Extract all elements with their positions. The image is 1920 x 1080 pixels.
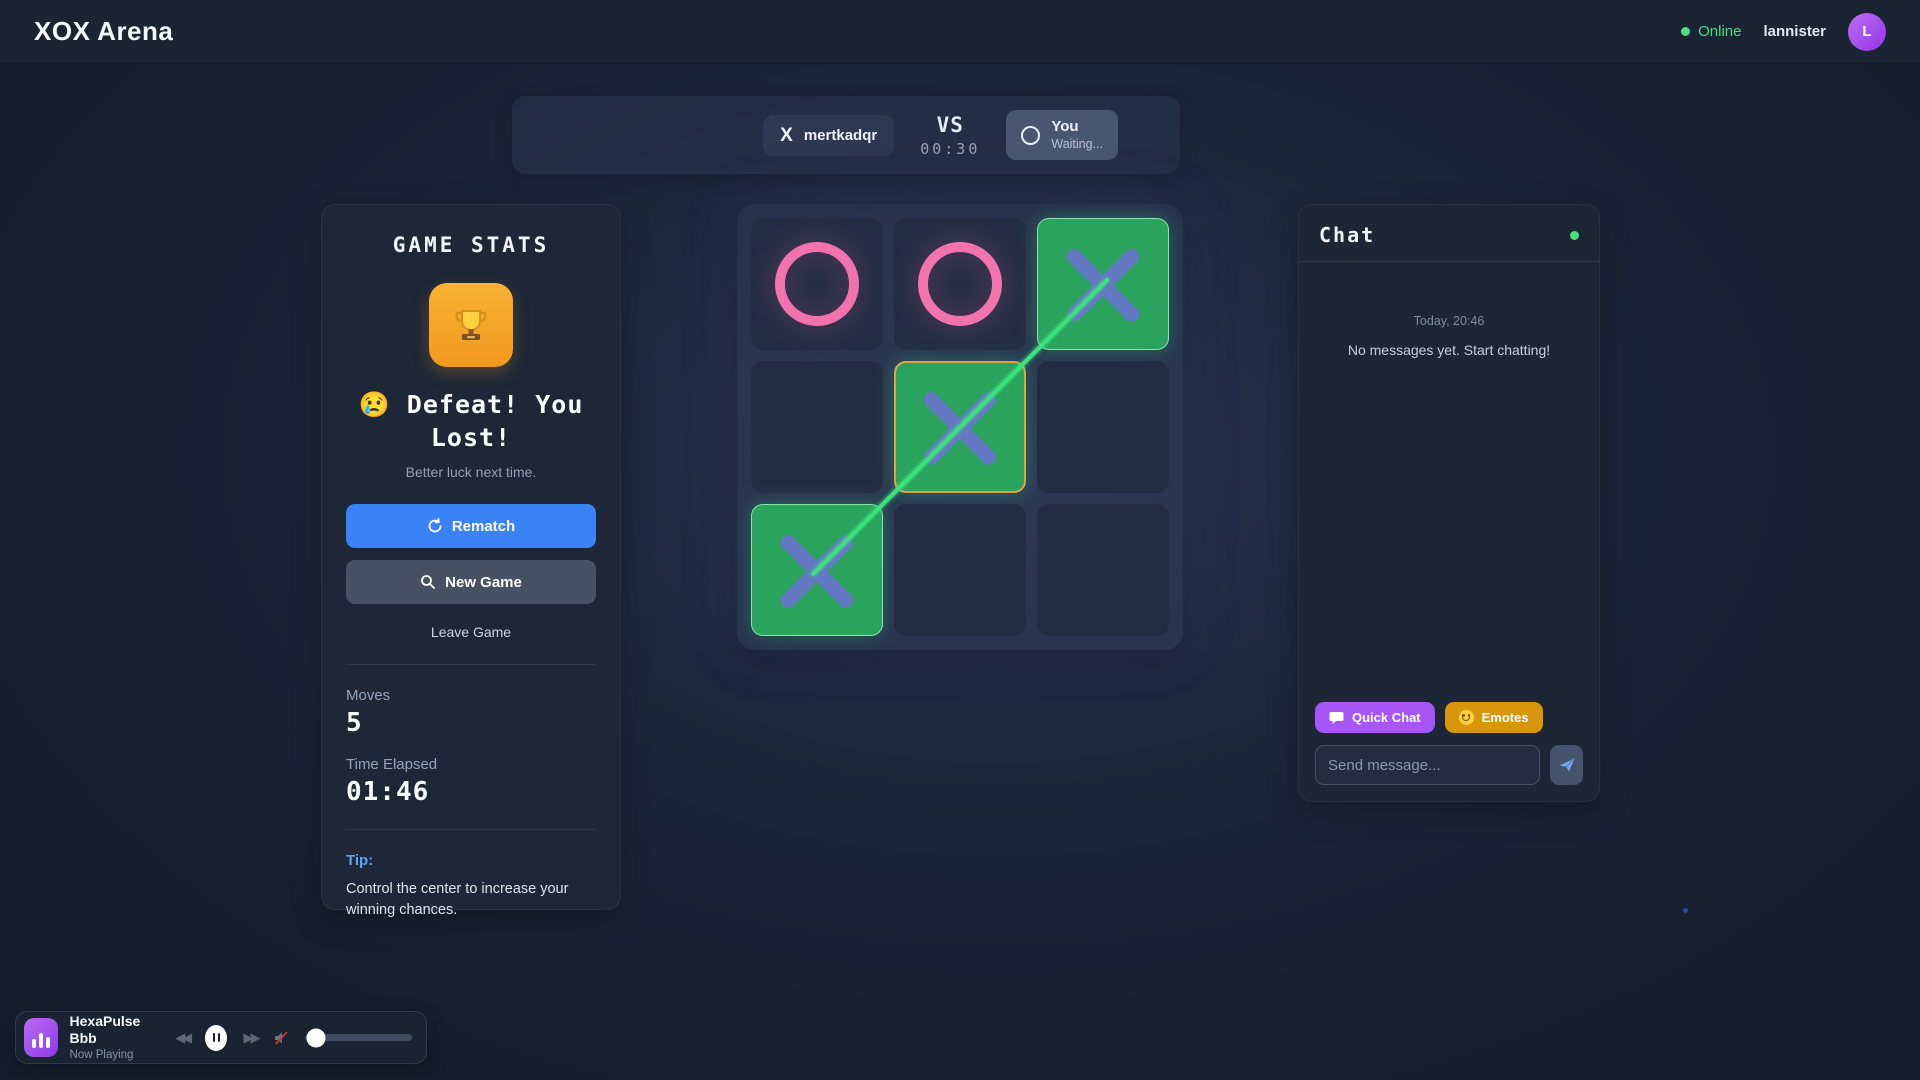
send-plane-icon [1558, 756, 1576, 774]
time-elapsed-value: 01:46 [346, 777, 430, 807]
top-bar: XOX Arena Online lannister L [0, 0, 1920, 64]
emotes-label: Emotes [1481, 710, 1529, 725]
x-mark [1055, 236, 1151, 332]
moves-stat: Moves 5 [346, 687, 596, 738]
o-mark [775, 242, 859, 326]
result-title: 😢 Defeat! You Lost! [358, 390, 584, 452]
online-label: Online [1698, 23, 1742, 40]
board-cell-0-2[interactable] [1037, 218, 1169, 350]
send-message-button[interactable] [1550, 745, 1583, 785]
track-title: HexaPulse Bbb [69, 1012, 141, 1047]
vs-label: VS [936, 112, 964, 137]
opponent-name: mertkadqr [803, 126, 878, 144]
new-game-button[interactable]: New Game [346, 560, 596, 604]
chat-message-input[interactable] [1315, 745, 1540, 785]
opponent-chip: X mertkadqr [763, 114, 895, 156]
stats-title: GAME STATS [392, 233, 550, 257]
trophy-icon [450, 304, 492, 346]
you-name: You [1051, 117, 1079, 135]
previous-track-icon[interactable]: ◀◀ [175, 1029, 192, 1045]
track-status: Now Playing [69, 1048, 134, 1061]
avatar[interactable]: L [1848, 12, 1886, 51]
volume-slider[interactable] [305, 1028, 412, 1047]
moves-label: Moves [346, 687, 391, 704]
online-dot-icon [1681, 27, 1691, 36]
board-cell-2-2[interactable] [1037, 504, 1169, 636]
quick-chat-label: Quick Chat [1352, 710, 1421, 725]
tip-label: Tip: [346, 852, 374, 869]
leave-game-link[interactable]: Leave Game [430, 624, 512, 640]
equalizer-icon [24, 1018, 58, 1057]
o-mark [918, 242, 1002, 326]
emotes-button[interactable]: Emotes [1444, 702, 1543, 733]
divider [346, 829, 596, 830]
decor-particle [1683, 908, 1688, 913]
next-track-icon[interactable]: ▶▶ [243, 1029, 260, 1045]
chat-bubble-icon [1329, 710, 1344, 725]
board-grid [751, 218, 1169, 636]
quick-chat-button[interactable]: Quick Chat [1315, 702, 1435, 733]
smiley-icon [1458, 710, 1474, 725]
chat-date-label: Today, 20:46 [1413, 314, 1485, 328]
time-stat: Time Elapsed 01:46 [346, 756, 596, 807]
o-symbol-icon [1021, 125, 1041, 145]
you-status: Waiting... [1051, 136, 1103, 151]
trophy-tile [429, 283, 513, 367]
board-cell-0-1[interactable] [894, 218, 1026, 350]
board-cell-1-1[interactable] [894, 361, 1026, 493]
chat-empty-message: No messages yet. Start chatting! [1347, 342, 1551, 358]
x-mark [769, 522, 865, 618]
rematch-button[interactable]: Rematch [346, 504, 596, 548]
chat-messages-area: Today, 20:46 No messages yet. Start chat… [1299, 262, 1599, 690]
chat-header: Chat [1299, 205, 1599, 262]
tip-text: Control the center to increase your winn… [346, 881, 569, 919]
rematch-label: Rematch [451, 517, 516, 535]
moves-value: 5 [346, 708, 363, 738]
rematch-icon [427, 518, 443, 534]
x-mark [912, 379, 1008, 475]
online-status: Online [1681, 23, 1741, 40]
pause-button[interactable] [205, 1024, 228, 1051]
match-bar: X mertkadqr VS 00:30 You Waiting... [512, 96, 1180, 174]
board-cell-2-1[interactable] [894, 504, 1026, 636]
game-board [737, 204, 1183, 650]
music-player: HexaPulse Bbb Now Playing ◀◀ ▶▶ [15, 1011, 427, 1064]
board-cell-1-2[interactable] [1037, 361, 1169, 493]
top-bar-right: Online lannister L [1681, 12, 1886, 51]
chat-footer: Quick Chat Emotes [1299, 690, 1599, 801]
new-game-label: New Game [445, 573, 522, 591]
search-icon [420, 574, 436, 590]
turn-timer: 00:30 [920, 139, 981, 158]
you-chip: You Waiting... [1006, 109, 1118, 161]
x-symbol-icon: X [780, 124, 793, 146]
username-label: lannister [1763, 23, 1826, 40]
volume-knob[interactable] [306, 1028, 326, 1047]
chat-title: Chat [1319, 223, 1376, 247]
board-cell-0-0[interactable] [751, 218, 883, 350]
board-cell-2-0[interactable] [751, 504, 883, 636]
chat-panel: Chat Today, 20:46 No messages yet. Start… [1298, 204, 1600, 802]
app-title: XOX Arena [34, 16, 174, 46]
mute-icon[interactable] [273, 1030, 289, 1046]
game-stats-panel: GAME STATS 😢 Defeat! You Lost! Better lu… [321, 204, 621, 918]
board-cell-1-0[interactable] [751, 361, 883, 493]
chat-online-dot-icon [1570, 230, 1579, 240]
result-subtitle: Better luck next time. [405, 464, 537, 480]
vs-center: VS 00:30 [920, 113, 980, 158]
time-elapsed-label: Time Elapsed [346, 756, 438, 773]
divider [346, 664, 596, 665]
track-info: HexaPulse Bbb Now Playing [70, 1013, 158, 1062]
